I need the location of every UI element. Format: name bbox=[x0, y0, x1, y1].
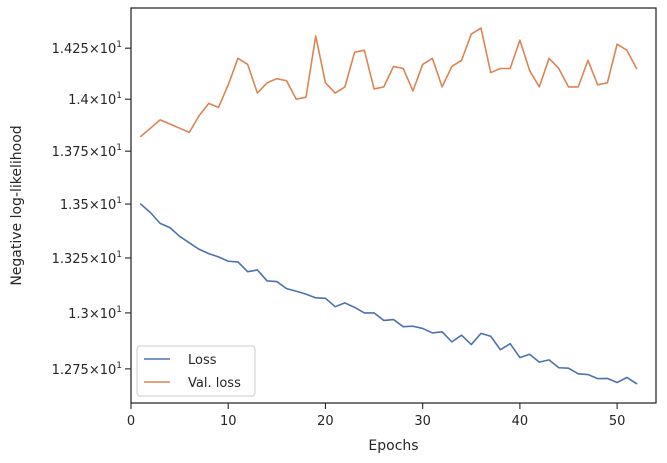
y-axis-label: Negative log-likelihood bbox=[9, 125, 25, 285]
x-tick-label: 10 bbox=[220, 414, 237, 429]
y-tick-label: 1.325×101 bbox=[52, 250, 122, 267]
x-tick-label: 40 bbox=[512, 414, 529, 429]
y-tick-label: 1.3×101 bbox=[68, 305, 122, 322]
legend: Loss Val. loss bbox=[136, 345, 256, 397]
series-line-val-loss bbox=[139, 27, 638, 138]
series-lines bbox=[139, 27, 638, 385]
legend-label-val-loss: Val. loss bbox=[188, 376, 241, 391]
y-tick-label: 1.375×101 bbox=[52, 143, 122, 160]
y-tick-label: 1.425×101 bbox=[52, 40, 122, 57]
legend-label-loss: Loss bbox=[188, 353, 217, 368]
y-axis: 1.275×101 1.3×101 1.325×101 1.35×101 1.375×1… bbox=[52, 40, 131, 378]
x-tick-label: 30 bbox=[414, 414, 431, 429]
y-tick-label: 1.275×101 bbox=[52, 361, 122, 378]
x-tick-label: 20 bbox=[317, 414, 334, 429]
series-line-loss bbox=[139, 203, 638, 385]
x-axis: 0 10 20 30 40 50 bbox=[127, 403, 626, 429]
plot-frame bbox=[130, 7, 657, 404]
y-tick-label: 1.35×101 bbox=[60, 196, 122, 213]
x-axis-label: Epochs bbox=[368, 438, 418, 454]
x-tick-label: 50 bbox=[609, 414, 626, 429]
y-tick-label: 1.4×101 bbox=[68, 91, 122, 108]
x-tick-label: 0 bbox=[127, 414, 135, 429]
